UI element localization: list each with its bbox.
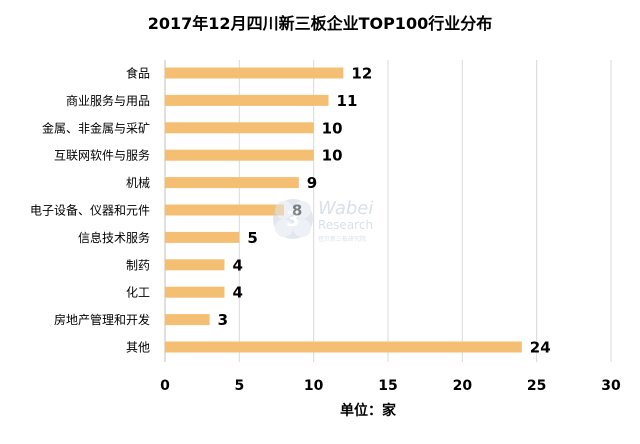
category-label: 金属、非金属与采矿 bbox=[42, 120, 150, 135]
bar-10 bbox=[165, 341, 522, 353]
value-label: 9 bbox=[307, 174, 317, 192]
bar-7 bbox=[165, 259, 225, 271]
category-label: 食品 bbox=[126, 66, 150, 81]
category-label: 机械 bbox=[126, 175, 150, 190]
labels: 0 5 10 15 20 25 30 食品 12 商业服务与用品 11 金属、非金属与采矿 10 互联网软… bbox=[30, 65, 621, 395]
value-label: 11 bbox=[337, 92, 358, 110]
value-label: 3 bbox=[218, 311, 228, 329]
bar-8 bbox=[165, 286, 225, 298]
bar-9 bbox=[165, 314, 210, 326]
category-label: 制药 bbox=[126, 258, 150, 272]
bar-6 bbox=[165, 231, 240, 243]
watermark-line1: Wabei bbox=[318, 198, 374, 219]
watermark-logo-icon: 3 bbox=[273, 199, 313, 239]
category-label: 化工 bbox=[126, 286, 150, 300]
x-tick-label: 15 bbox=[378, 378, 397, 394]
watermark-logo-text: 3 bbox=[286, 207, 300, 231]
value-label: 12 bbox=[351, 65, 372, 83]
category-label: 其他 bbox=[126, 341, 150, 355]
category-label: 房地产管理和开发 bbox=[54, 312, 150, 327]
bar-3 bbox=[165, 149, 314, 161]
x-axis-title: 单位：家 bbox=[340, 403, 396, 419]
watermark-line3: 挖贝新三板研究院 bbox=[318, 236, 367, 243]
category-label: 商业服务与用品 bbox=[66, 93, 150, 108]
value-label: 5 bbox=[247, 229, 257, 247]
x-tick-label: 20 bbox=[453, 378, 473, 394]
watermark: 3 Wabei Research 挖贝新三板研究院 bbox=[270, 196, 410, 246]
x-tick-label: 10 bbox=[304, 378, 324, 394]
value-label: 24 bbox=[530, 339, 551, 357]
bars bbox=[165, 67, 522, 353]
bar-1 bbox=[165, 94, 329, 106]
x-tick-label: 5 bbox=[234, 378, 244, 394]
value-label: 10 bbox=[322, 119, 343, 137]
category-label: 互联网软件与服务 bbox=[54, 148, 150, 163]
bar-4 bbox=[165, 177, 299, 189]
watermark-line2: Research bbox=[318, 218, 374, 232]
value-label: 4 bbox=[232, 256, 242, 274]
x-tick-label: 25 bbox=[527, 378, 546, 394]
value-label: 10 bbox=[322, 147, 343, 165]
bar-2 bbox=[165, 122, 314, 134]
category-label: 信息技术服务 bbox=[78, 230, 150, 245]
category-label: 电子设备、仪器和元件 bbox=[30, 204, 150, 218]
bar-0 bbox=[165, 67, 344, 79]
value-label: 4 bbox=[232, 284, 242, 302]
x-tick-label: 30 bbox=[601, 378, 621, 394]
bar-5 bbox=[165, 204, 284, 216]
x-tick-label: 0 bbox=[160, 378, 170, 394]
chart-title: 2017年12月四川新三板企业TOP100行业分布 bbox=[147, 14, 493, 33]
